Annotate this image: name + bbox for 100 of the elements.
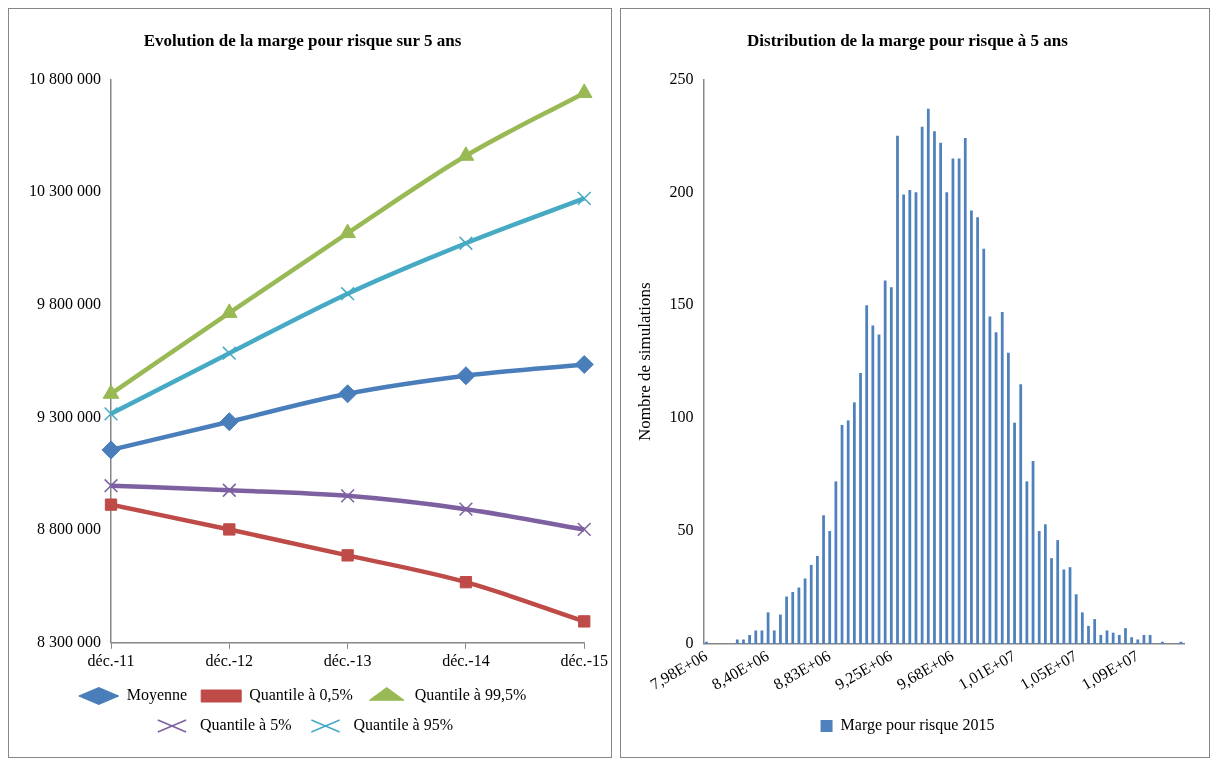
bar xyxy=(1043,524,1047,644)
point xyxy=(577,191,592,206)
bar xyxy=(772,630,776,644)
x-tick-label: déc.-15 xyxy=(560,651,608,669)
bar xyxy=(1007,352,1010,644)
y-tick-label: 8 300 000 xyxy=(37,633,101,650)
chart-title: Distribution de la marge pour risque à 5 ans xyxy=(747,30,1069,50)
y-tick-label: 100 xyxy=(669,408,694,426)
y-tick-label: 9 800 000 xyxy=(37,294,101,312)
point xyxy=(574,354,594,374)
bar xyxy=(742,639,745,644)
point xyxy=(459,576,473,589)
y-tick-label: 0 xyxy=(685,634,694,652)
bar xyxy=(976,217,979,644)
bar xyxy=(822,515,825,644)
bar xyxy=(779,614,782,644)
bar xyxy=(1087,625,1090,644)
legend-label: Moyenne xyxy=(126,686,188,705)
bar xyxy=(883,280,887,644)
bar xyxy=(1074,594,1078,644)
y-tick-label: 8 800 000 xyxy=(37,520,101,538)
y-tick-label: 9 300 000 xyxy=(37,407,101,425)
bar xyxy=(834,481,838,644)
legend-label: Marge pour risque 2015 xyxy=(840,716,995,735)
y-tick-label: 10 800 000 xyxy=(29,69,101,87)
legend-label: Quantile à 99,5% xyxy=(414,686,527,704)
x-tick-label: déc.-13 xyxy=(323,651,372,669)
point xyxy=(458,236,474,251)
bar xyxy=(1080,612,1084,644)
bar xyxy=(926,108,930,644)
x-tick-label: déc.-14 xyxy=(442,651,490,669)
bar xyxy=(970,210,973,644)
point xyxy=(223,523,236,536)
bar xyxy=(1136,639,1140,644)
y-tick-label: 250 xyxy=(669,69,694,87)
bar xyxy=(1099,634,1103,644)
bar xyxy=(748,634,751,644)
point xyxy=(222,483,237,498)
legend-label: Quantile à 0,5% xyxy=(249,686,353,704)
y-tick-label: 150 xyxy=(669,295,694,313)
bar xyxy=(920,126,924,644)
y-axis-title: Nombre de simulations xyxy=(634,282,654,442)
bar xyxy=(705,641,708,644)
point xyxy=(341,549,354,562)
point xyxy=(103,406,119,421)
point xyxy=(338,384,358,404)
bar xyxy=(1062,569,1066,644)
point xyxy=(456,366,476,386)
x-tick-label: déc.-12 xyxy=(205,651,254,669)
bar xyxy=(982,248,986,644)
point xyxy=(340,488,355,503)
y-tick-label: 200 xyxy=(669,182,694,200)
bar xyxy=(846,420,850,644)
bar xyxy=(828,531,832,644)
bar xyxy=(785,596,788,644)
legend-label: Quantile à 95% xyxy=(353,716,454,734)
bar xyxy=(735,639,739,644)
point xyxy=(103,478,119,493)
bar xyxy=(816,555,819,644)
point xyxy=(458,502,474,517)
bar xyxy=(791,592,795,644)
bar xyxy=(852,402,856,644)
point xyxy=(578,615,591,628)
bar xyxy=(889,287,893,644)
bar xyxy=(1130,637,1134,644)
bar xyxy=(1124,628,1127,644)
point xyxy=(222,346,237,361)
bar xyxy=(896,135,899,644)
bar xyxy=(859,372,862,644)
bar xyxy=(908,190,912,644)
bar xyxy=(754,630,758,644)
bar xyxy=(933,131,936,644)
point xyxy=(339,223,356,239)
bar xyxy=(871,325,875,644)
point xyxy=(221,303,238,318)
point xyxy=(577,522,592,537)
bar xyxy=(1013,422,1016,644)
bar xyxy=(939,142,943,644)
bar xyxy=(1050,558,1053,644)
legend-label: Quantile à 5% xyxy=(199,716,292,734)
bar xyxy=(963,138,967,644)
point xyxy=(340,286,355,301)
bar xyxy=(1111,632,1115,644)
bar xyxy=(1161,641,1164,644)
bar xyxy=(1019,384,1023,644)
bar xyxy=(865,305,869,644)
chart-title: Evolution de la marge pour risque sur 5 ans xyxy=(143,30,462,50)
bar xyxy=(1093,619,1097,644)
bar xyxy=(1037,531,1041,644)
bar xyxy=(1025,481,1029,644)
point xyxy=(104,498,118,511)
y-tick-label: 50 xyxy=(677,521,694,539)
y-tick-label: 10 300 000 xyxy=(29,182,101,200)
bar xyxy=(1000,312,1004,644)
bar xyxy=(945,192,949,644)
bar xyxy=(809,564,813,644)
bar xyxy=(902,194,906,644)
point xyxy=(102,384,120,399)
bar xyxy=(1117,634,1121,644)
point xyxy=(457,146,475,161)
